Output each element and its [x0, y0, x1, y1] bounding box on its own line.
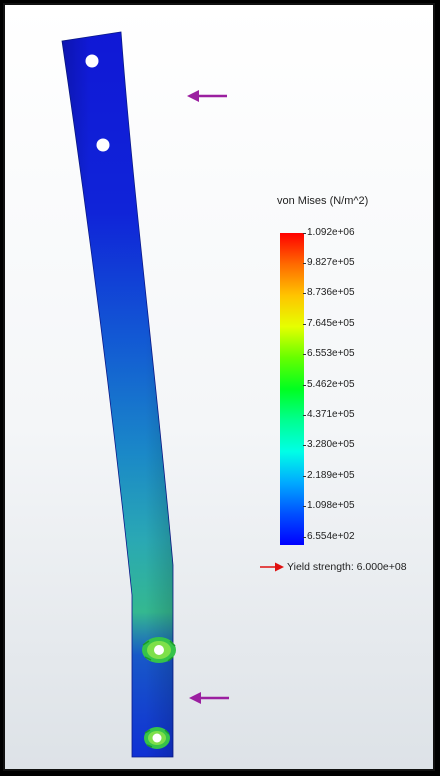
legend-tick-label: 6.554e+02 — [303, 531, 355, 542]
stress-colorbar — [280, 233, 304, 545]
legend-tick-label: 3.280e+05 — [303, 439, 355, 450]
legend-tick-label: 1.098e+05 — [303, 500, 355, 511]
yield-strength-label: Yield strength: 6.000e+08 — [287, 561, 407, 573]
legend-title: von Mises (N/m^2) — [277, 195, 369, 207]
load-arrow-bottom — [189, 692, 229, 704]
legend-tick-label: 9.827e+05 — [303, 257, 355, 268]
upper-hole — [96, 138, 110, 152]
legend-tick-label: 7.645e+05 — [303, 318, 355, 329]
lower-hole-stress-region — [142, 637, 176, 663]
legend-tick-label: 6.553e+05 — [303, 348, 355, 359]
yield-strength-indicator: Yield strength: 6.000e+08 — [260, 561, 407, 573]
load-arrow-top — [187, 90, 227, 102]
legend-tick-label: 5.462e+05 — [303, 379, 355, 390]
legend-tick-label: 1.092e+06 — [303, 227, 355, 238]
yield-arrow-icon — [260, 562, 284, 572]
legend-tick-label: 4.371e+05 — [303, 409, 355, 420]
stress-plot-canvas[interactable] — [5, 5, 435, 771]
simulation-viewport[interactable]: von Mises (N/m^2) 1.092e+06 9.827e+05 8.… — [3, 3, 435, 771]
bottom-hole-stress-region — [144, 727, 170, 749]
legend-tick-label: 2.189e+05 — [303, 470, 355, 481]
top-hole — [85, 54, 99, 68]
legend-tick-label: 8.736e+05 — [303, 287, 355, 298]
